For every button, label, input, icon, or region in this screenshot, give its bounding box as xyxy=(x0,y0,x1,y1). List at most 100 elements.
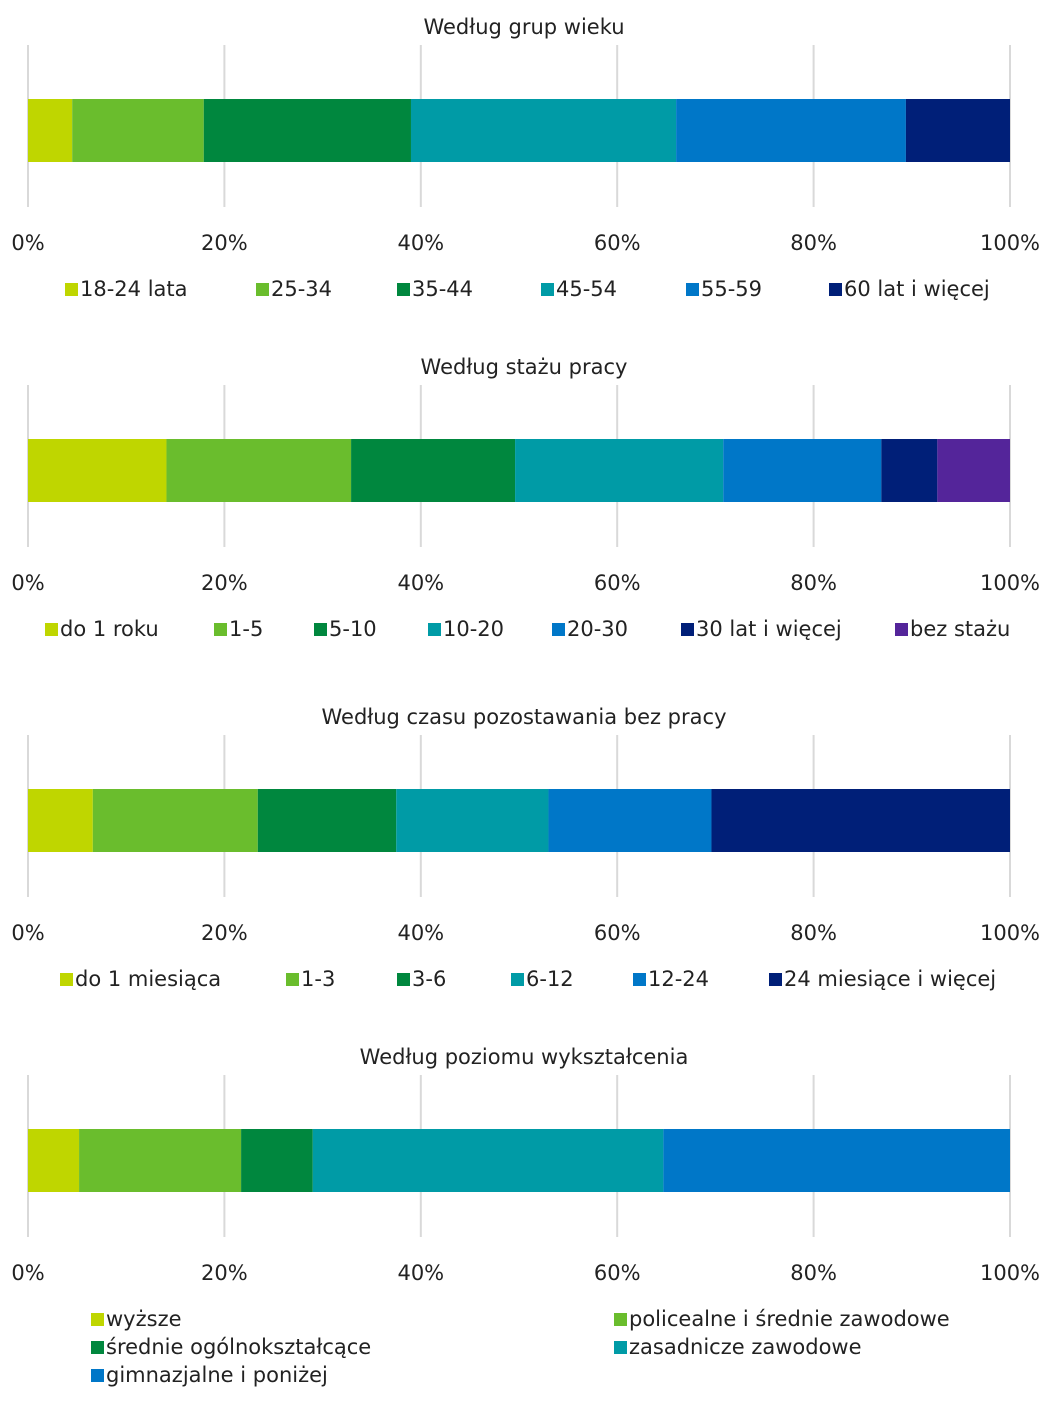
legend-swatch xyxy=(686,283,699,296)
legend-label: 1-3 xyxy=(301,967,335,991)
legend: wyższe policealne i średnie zawodowe średn… xyxy=(91,1307,950,1387)
x-tick-label: 80% xyxy=(790,1261,837,1285)
chart-title: Według grup wieku xyxy=(423,15,624,39)
x-tick-label: 20% xyxy=(201,921,248,945)
legend-swatch xyxy=(681,623,694,636)
legend-swatch xyxy=(633,973,646,986)
chart-panel-4: Według poziomu wykształcenia 0% 20% 40% 60% 8… xyxy=(11,1045,1040,1387)
legend-label: średnie ogólnokształcące xyxy=(106,1335,371,1359)
x-tick-label: 0% xyxy=(11,571,44,595)
chart-panel-1: Według grup wieku 0% 20% 40% 60% 80% 100% 18-24… xyxy=(11,15,1040,301)
legend-swatch xyxy=(60,973,73,986)
bar-segment-4 xyxy=(515,439,724,502)
bar-segment-3 xyxy=(351,439,516,502)
bar-segment-3 xyxy=(257,789,397,852)
legend-label: 12-24 xyxy=(648,967,709,991)
x-tick-label: 40% xyxy=(397,571,444,595)
legend-label: 3-6 xyxy=(412,967,446,991)
legend-label: 60 lat i więcej xyxy=(844,277,990,301)
bar-segment-1 xyxy=(28,789,93,852)
legend-swatch xyxy=(65,283,78,296)
x-tick-label: 100% xyxy=(980,231,1040,255)
legend-swatch xyxy=(91,1313,104,1326)
legend-swatch xyxy=(45,623,58,636)
x-tick-label: 20% xyxy=(201,231,248,255)
legend-swatch xyxy=(397,973,410,986)
x-tick-label: 80% xyxy=(790,231,837,255)
legend-label: policealne i średnie zawodowe xyxy=(629,1307,950,1331)
bar-segment-2 xyxy=(92,789,258,852)
x-tick-label: 100% xyxy=(980,571,1040,595)
bar-segment-3 xyxy=(241,1129,313,1192)
bar-segment-1 xyxy=(28,439,167,502)
bar-segment-7 xyxy=(937,439,1010,502)
x-tick-label: 100% xyxy=(980,921,1040,945)
legend-label: do 1 miesiąca xyxy=(75,967,221,991)
legend-label: 18-24 lata xyxy=(80,277,188,301)
bar-segment-5 xyxy=(663,1129,1010,1192)
legend-label: gimnazjalne i poniżej xyxy=(106,1363,328,1387)
legend-label: do 1 roku xyxy=(60,617,159,641)
legend-swatch xyxy=(91,1369,104,1382)
x-tick-label: 100% xyxy=(980,1261,1040,1285)
bar-segment-4 xyxy=(396,789,549,852)
legend-label: 10-20 xyxy=(443,617,504,641)
legend-swatch xyxy=(286,973,299,986)
bar-segment-1 xyxy=(28,99,73,162)
legend-label: zasadnicze zawodowe xyxy=(629,1335,862,1359)
bar-segment-6 xyxy=(711,789,1010,852)
x-tick-label: 80% xyxy=(790,571,837,595)
legend-label: 1-5 xyxy=(229,617,263,641)
legend: do 1 miesiąca 1-3 3-6 6-12 12-24 24 miesiące … xyxy=(60,967,996,991)
bar-segment-5 xyxy=(548,789,712,852)
legend-swatch xyxy=(895,623,908,636)
legend-swatch xyxy=(541,283,554,296)
bar-segment-5 xyxy=(676,99,906,162)
legend-label: 20-30 xyxy=(567,617,628,641)
bar-segment-3 xyxy=(203,99,411,162)
x-tick-label: 60% xyxy=(594,231,641,255)
legend-label: 30 lat i więcej xyxy=(696,617,842,641)
legend-swatch xyxy=(614,1341,627,1354)
legend-label: 5-10 xyxy=(329,617,377,641)
x-tick-label: 0% xyxy=(11,921,44,945)
legend-label: 24 miesiące i więcej xyxy=(784,967,996,991)
legend-swatch xyxy=(829,283,842,296)
bar-segment-4 xyxy=(312,1129,664,1192)
chart-title: Według poziomu wykształcenia xyxy=(360,1045,689,1069)
legend: 18-24 lata 25-34 35-44 45-54 55-59 60 lat i w… xyxy=(65,277,990,301)
x-tick-label: 80% xyxy=(790,921,837,945)
x-tick-label: 0% xyxy=(11,1261,44,1285)
legend-label: wyższe xyxy=(106,1307,182,1331)
bar-segment-6 xyxy=(881,439,938,502)
bar-segment-2 xyxy=(79,1129,242,1192)
chart-panel-2: Według stażu pracy 0% 20% 40% 60% 80% 100% do 1… xyxy=(11,355,1040,641)
legend-swatch xyxy=(428,623,441,636)
legend-swatch xyxy=(397,283,410,296)
legend-swatch xyxy=(614,1313,627,1326)
x-tick-label: 40% xyxy=(397,921,444,945)
bar-segment-2 xyxy=(72,99,204,162)
legend-label: 35-44 xyxy=(412,277,473,301)
legend-swatch xyxy=(214,623,227,636)
legend-swatch xyxy=(769,973,782,986)
chart-title: Według czasu pozostawania bez pracy xyxy=(321,705,726,729)
chart-panel-3: Według czasu pozostawania bez pracy 0% 20%… xyxy=(11,705,1040,991)
legend-label: 45-54 xyxy=(556,277,617,301)
legend-swatch xyxy=(552,623,565,636)
bar-segment-6 xyxy=(905,99,1010,162)
bar-segment-4 xyxy=(410,99,677,162)
bar-segment-2 xyxy=(166,439,352,502)
legend-label: 25-34 xyxy=(271,277,332,301)
legend-swatch xyxy=(91,1341,104,1354)
legend-swatch xyxy=(511,973,524,986)
x-tick-label: 60% xyxy=(594,921,641,945)
legend-label: bez stażu xyxy=(910,617,1010,641)
legend: do 1 roku 1-5 5-10 10-20 20-30 30 lat i więce… xyxy=(45,617,1010,641)
chart-title: Według stażu pracy xyxy=(421,355,628,379)
x-tick-label: 40% xyxy=(397,231,444,255)
x-tick-label: 40% xyxy=(397,1261,444,1285)
legend-label: 55-59 xyxy=(701,277,762,301)
